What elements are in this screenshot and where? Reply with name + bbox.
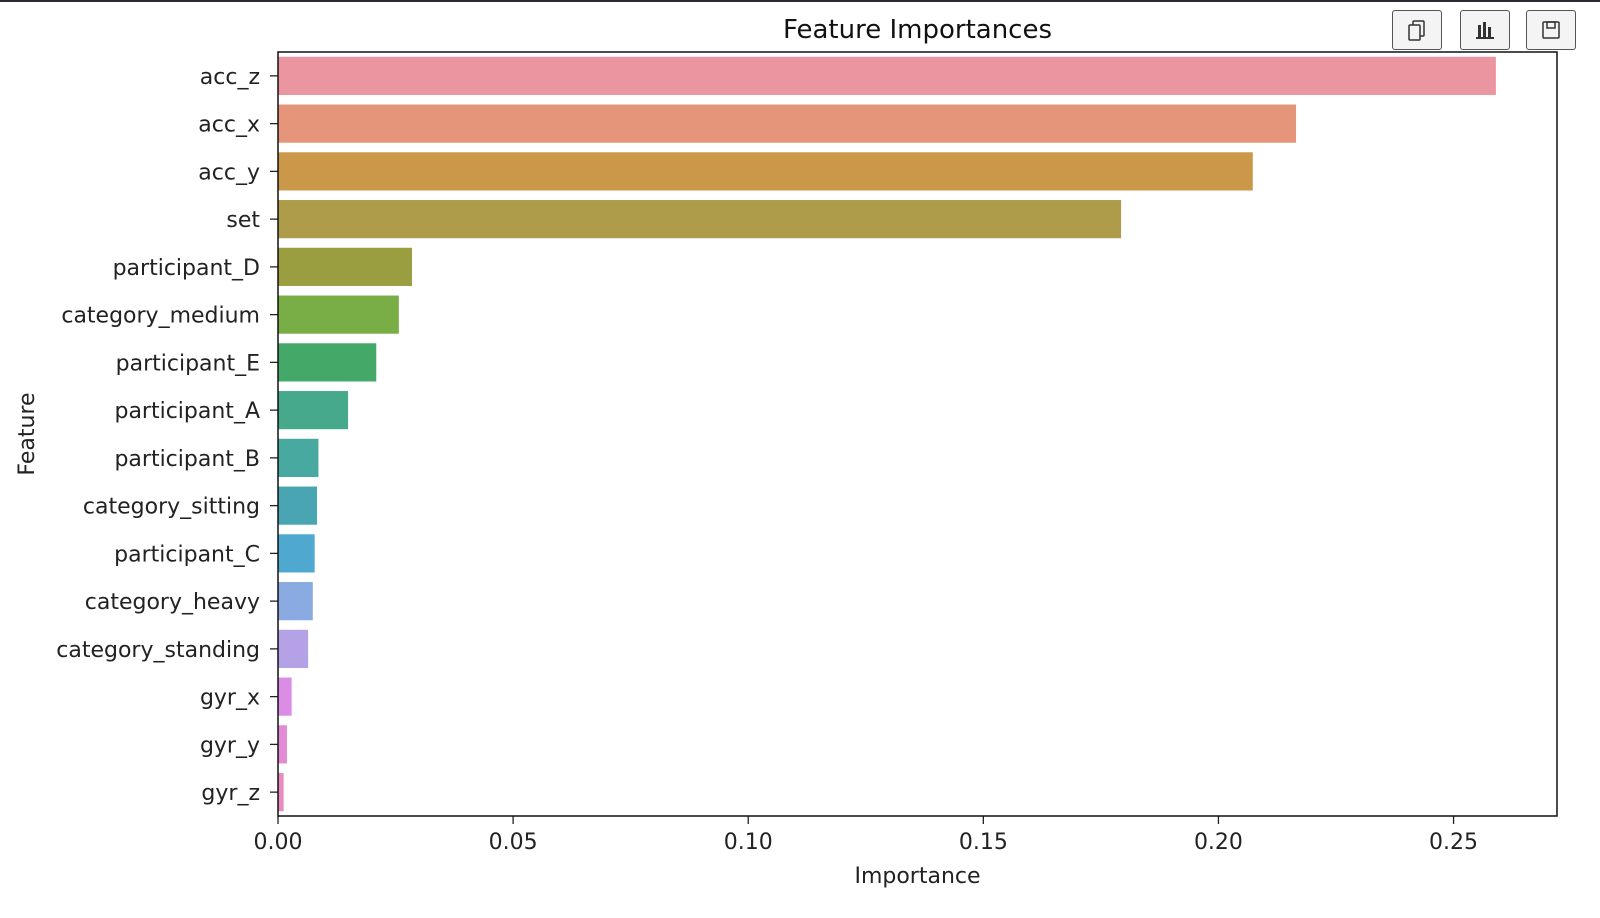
y-tick-label: acc_y xyxy=(198,160,260,185)
x-tick-label: 0.10 xyxy=(724,830,773,855)
x-tick-label: 0.15 xyxy=(959,830,1008,855)
chart-title: Feature Importances xyxy=(783,15,1052,45)
bar-category-heavy xyxy=(278,582,313,621)
bar-participant-A xyxy=(278,391,349,430)
bar-participant-D xyxy=(278,247,413,286)
bar-acc-x xyxy=(278,104,1297,143)
x-axis-label: Importance xyxy=(854,864,980,889)
y-tick-label: gyr_z xyxy=(201,781,260,806)
y-tick-label: set xyxy=(226,208,260,233)
x-tick-label: 0.05 xyxy=(489,830,538,855)
x-tick-label: 0.20 xyxy=(1194,830,1243,855)
save-button[interactable] xyxy=(1526,10,1576,50)
bar-participant-E xyxy=(278,343,377,382)
bar-gyr-x xyxy=(278,677,292,716)
x-tick-label: 0.25 xyxy=(1429,830,1478,855)
y-tick-label: acc_z xyxy=(200,65,260,90)
y-tick-label: category_standing xyxy=(56,638,260,663)
bar-acc-z xyxy=(278,56,1496,95)
copy-button[interactable] xyxy=(1392,10,1442,50)
y-tick-label: category_sitting xyxy=(83,495,260,520)
bar-gyr-z xyxy=(278,773,284,812)
bar-category-standing xyxy=(278,629,309,668)
bar-participant-B xyxy=(278,438,319,477)
bar-acc-y xyxy=(278,152,1253,191)
bar-participant-C xyxy=(278,534,315,573)
y-tick-label: category_heavy xyxy=(85,590,260,615)
y-tick-label: participant_E xyxy=(116,351,260,376)
y-tick-label: participant_B xyxy=(114,447,260,472)
plot-frame xyxy=(277,51,1558,817)
bar-set xyxy=(278,200,1122,239)
bar-category-medium xyxy=(278,295,399,334)
copy-icon xyxy=(1408,20,1425,41)
y-axis-label: Feature xyxy=(15,392,40,475)
save-icon xyxy=(1542,21,1560,39)
y-tick-label: participant_C xyxy=(114,542,260,567)
y-tick-label: category_medium xyxy=(61,304,260,329)
bar-gyr-y xyxy=(278,725,287,764)
y-tick-label: participant_D xyxy=(113,256,260,281)
y-tick-label: participant_A xyxy=(114,399,260,424)
bar-chart-icon xyxy=(1476,22,1494,39)
y-tick-label: gyr_x xyxy=(200,686,260,711)
chart-button[interactable] xyxy=(1460,10,1510,50)
bar-category-sitting xyxy=(278,486,318,525)
y-tick-label: gyr_y xyxy=(200,733,260,758)
x-tick-label: 0.00 xyxy=(254,830,303,855)
y-tick-label: acc_x xyxy=(198,113,260,138)
top-divider xyxy=(0,0,1600,2)
